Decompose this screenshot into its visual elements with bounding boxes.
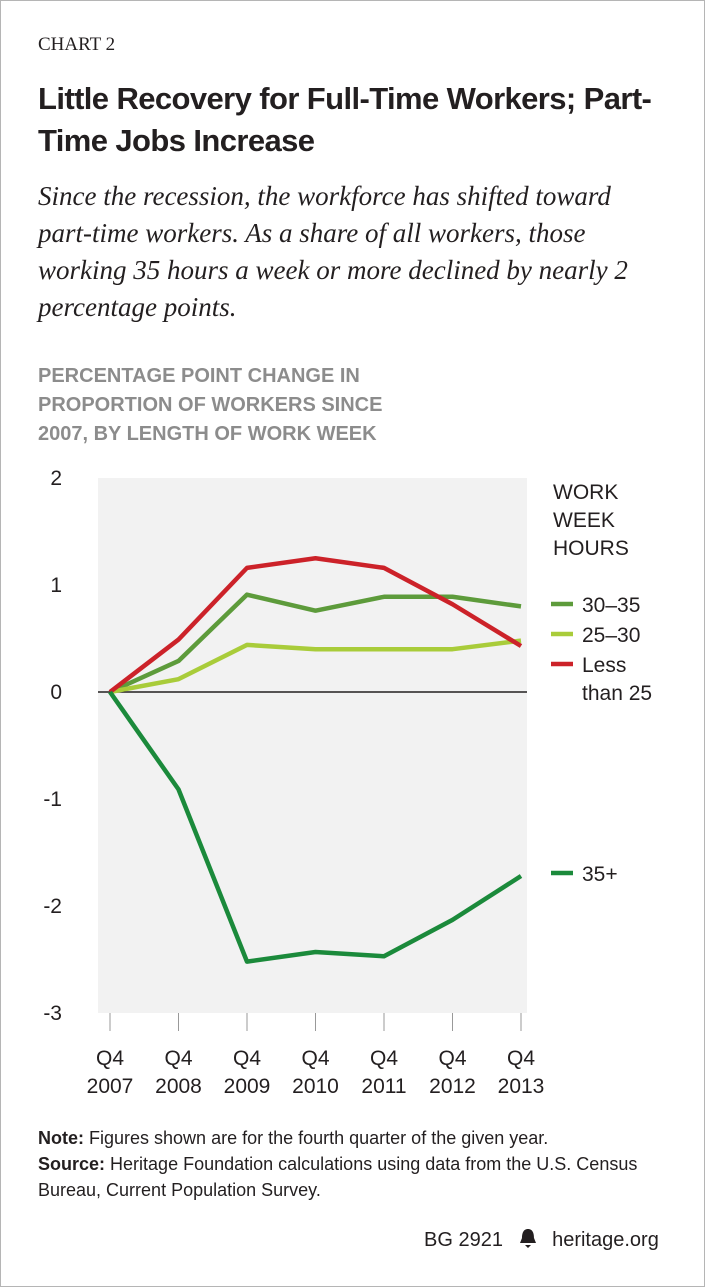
series-line — [109, 592, 522, 695]
source-label: Source: — [38, 1154, 106, 1174]
y-tick-label: 2 — [50, 467, 62, 490]
note-label: Note: — [38, 1128, 84, 1148]
x-tick-label: Q4 2012 — [429, 1047, 476, 1098]
chart-subtitle: Since the recession, the workforce has s… — [38, 181, 628, 322]
branding: BG 2921 heritage.org — [424, 1224, 659, 1252]
series-line — [108, 690, 523, 964]
chart-label: CHART 2 — [38, 34, 116, 55]
source: Source: Heritage Foundation calculations… — [38, 1151, 678, 1203]
x-tick-label: Q4 2011 — [361, 1047, 406, 1098]
site: heritage.org — [552, 1229, 659, 1251]
x-tick-label: Q4 2007 — [87, 1047, 134, 1098]
series-line — [109, 638, 522, 695]
legend-label: 30–35 — [582, 594, 640, 617]
plot-area — [98, 478, 527, 1013]
bell-icon — [519, 1229, 536, 1248]
legend-label: Less than 25 — [582, 654, 652, 705]
x-tick-label: Q4 2010 — [292, 1047, 339, 1098]
note-text: Figures shown are for the fourth quarter… — [89, 1128, 549, 1148]
axis-title: PERCENTAGE POINT CHANGE IN PROPORTION OF… — [38, 365, 383, 445]
legend-label: 25–30 — [582, 624, 640, 647]
legend-label: 35+ — [582, 863, 618, 886]
y-tick-label: -2 — [43, 895, 62, 918]
chart-title: Little Recovery for Full-Time Workers; P… — [38, 81, 652, 158]
x-tick-label: Q4 2009 — [224, 1047, 271, 1098]
report-id: BG 2921 — [424, 1229, 503, 1251]
y-tick-label: -1 — [43, 788, 62, 811]
legend-title: WORK WEEK HOURS — [553, 481, 629, 560]
source-text: Heritage Foundation calculations using d… — [38, 1154, 638, 1200]
x-tick-label: Q4 2013 — [498, 1047, 545, 1098]
chart: 2 1 0 -1 -2 -3 Q4 2007 Q4 2008 Q4 2009 Q4 2010 Q4 2011 Q… — [43, 467, 652, 1098]
x-tick-label: Q4 2008 — [155, 1047, 202, 1098]
y-tick-label: 1 — [50, 574, 62, 597]
series-line — [108, 556, 523, 694]
y-tick-label: 0 — [50, 681, 62, 704]
footnotes: Note: Figures shown are for the fourth q… — [38, 1125, 678, 1203]
y-tick-label: -3 — [43, 1002, 62, 1025]
note: Note: Figures shown are for the fourth q… — [38, 1125, 678, 1151]
